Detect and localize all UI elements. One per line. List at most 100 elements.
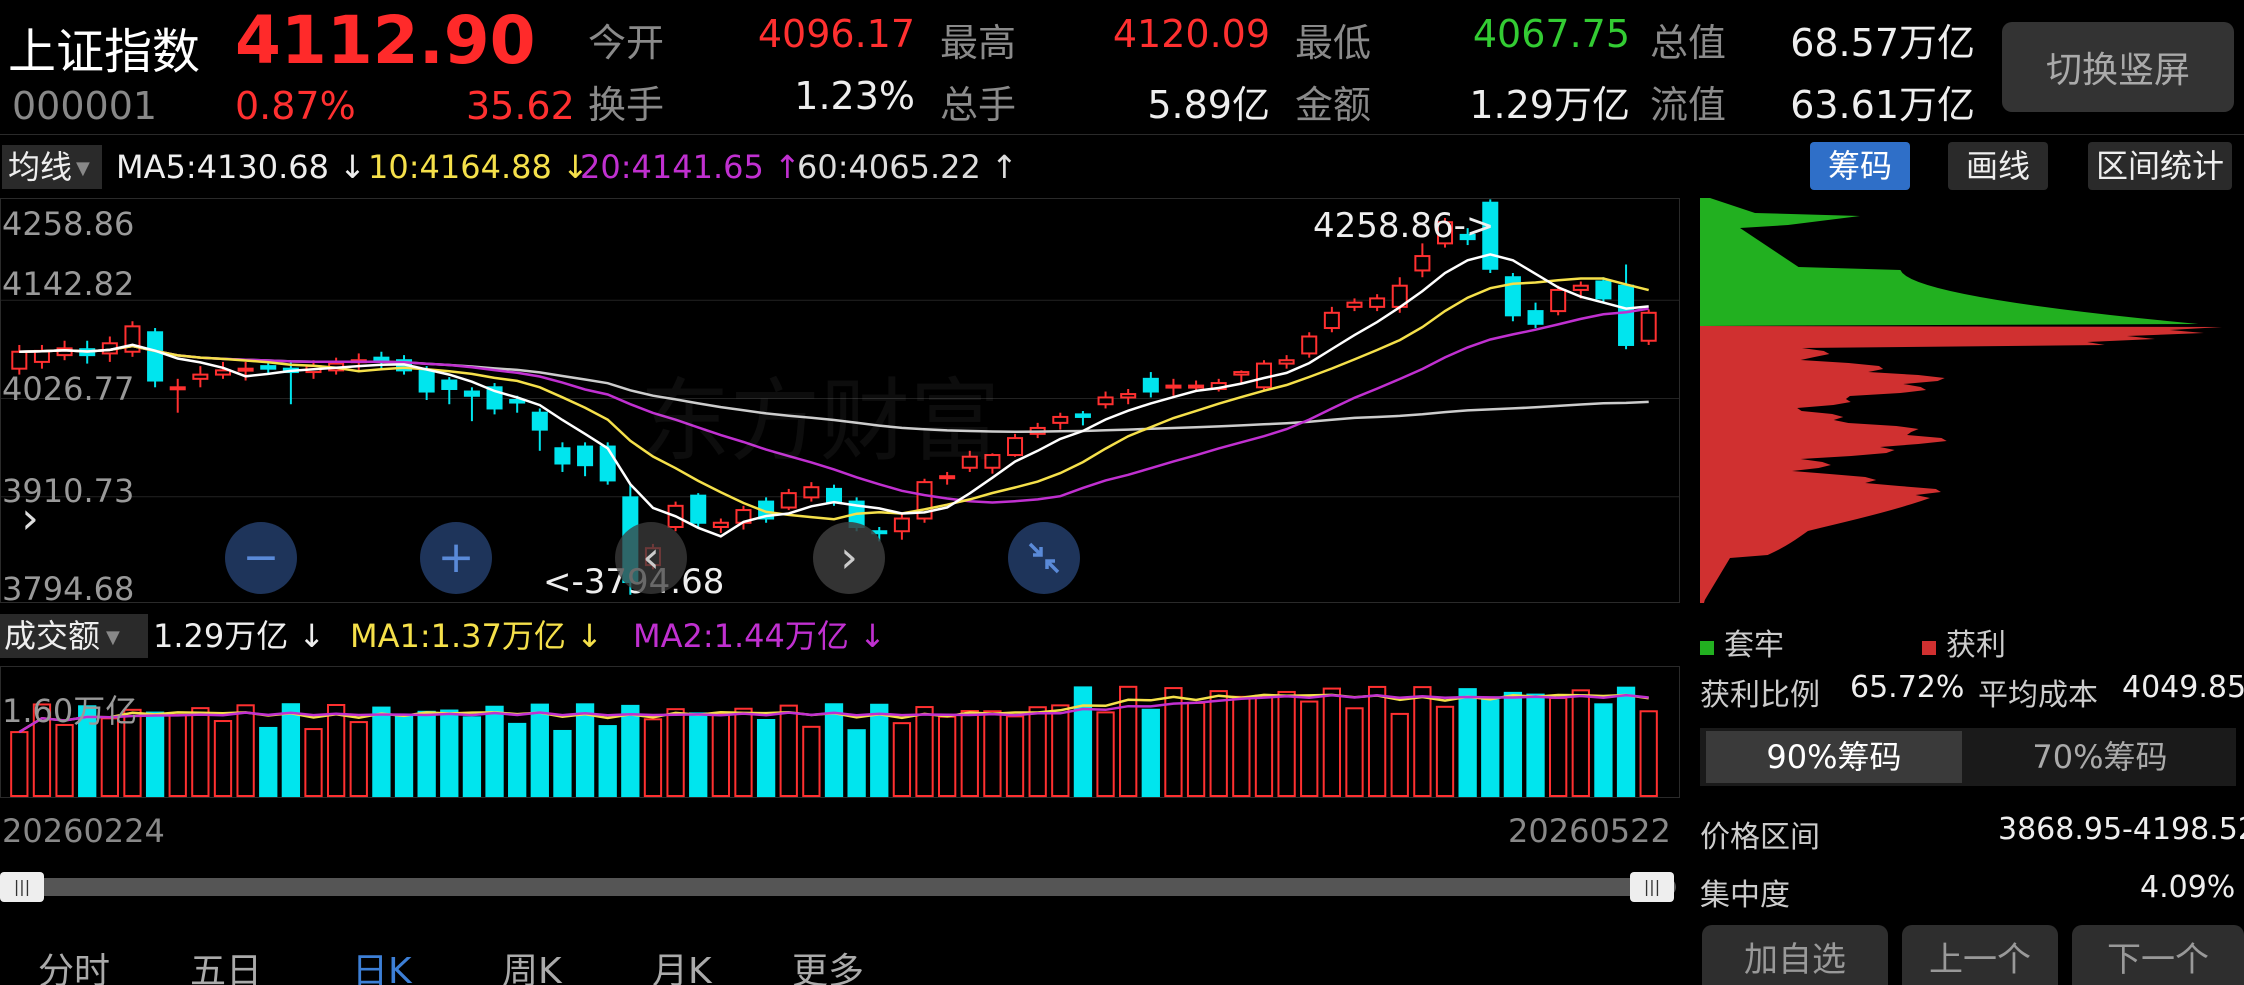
volume-bar — [213, 720, 233, 797]
candle-body — [192, 373, 209, 380]
scroll-left-button[interactable]: ‹ — [615, 522, 687, 594]
candle — [803, 482, 820, 502]
legend-trapped-label: 套牢 — [1724, 628, 1784, 663]
volume-selector[interactable]: 成交额 ▼ — [0, 614, 148, 658]
candle — [577, 442, 594, 477]
candle-body — [1007, 437, 1024, 457]
candle-body — [260, 365, 277, 370]
volume-bar — [394, 714, 414, 798]
period-tab[interactable]: 日K — [352, 951, 412, 985]
period-tab[interactable]: 周K — [502, 951, 562, 985]
stat-label: 总值 — [1650, 21, 1727, 65]
zoom-out-button[interactable]: − — [225, 522, 297, 594]
trapped-chips-area — [1700, 198, 2199, 326]
candle — [531, 408, 548, 451]
volume-value: 1.29万亿 ↓ — [153, 617, 326, 655]
period-tab[interactable]: 五日 — [190, 951, 263, 985]
candle-body — [1165, 384, 1182, 389]
volume-bar — [10, 731, 29, 797]
volume-bar — [621, 704, 640, 797]
candle-body — [599, 445, 616, 482]
volume-ma2-line — [18, 693, 1649, 734]
range-slider-track[interactable] — [0, 878, 1676, 896]
candle — [1527, 302, 1544, 329]
candle-body — [1414, 255, 1431, 272]
period-tab[interactable]: 月K — [652, 951, 712, 985]
price-axis-label: 4258.86 — [2, 205, 135, 243]
volume-bar — [78, 705, 97, 797]
candle — [1007, 433, 1024, 457]
tab-chip-70[interactable]: 70%筹码 — [2032, 738, 2168, 776]
volume-bar — [304, 728, 323, 798]
stat-label: 今开 — [588, 21, 665, 65]
price-axis-label: 3910.73 — [2, 472, 135, 510]
candle — [1640, 309, 1657, 345]
period-tab[interactable]: 更多 — [792, 951, 865, 985]
candle — [1595, 277, 1612, 303]
stat-label: 总手 — [940, 83, 1017, 127]
volume-bar — [1639, 710, 1658, 797]
legend-profit: 获利 — [1922, 620, 2006, 664]
range-slider-left-handle[interactable]: ||| — [0, 872, 44, 902]
volume-bar — [1503, 691, 1523, 797]
volume-bar — [1096, 711, 1115, 797]
volume-bar — [1232, 695, 1251, 797]
candle-body — [1436, 221, 1454, 245]
switch-portrait-button[interactable]: 切换竖屏 — [2002, 22, 2234, 112]
candle-body — [1188, 384, 1205, 389]
candle — [961, 450, 978, 472]
tab-chip-90[interactable]: 90%筹码 — [1706, 731, 1962, 783]
next-button[interactable]: 下一个 — [2072, 925, 2244, 985]
expand-sidebar-icon[interactable]: › — [21, 492, 39, 544]
concentration-value: 4.09% — [2140, 870, 2236, 905]
scroll-right-button[interactable]: › — [813, 522, 885, 594]
stat-value: 5.89亿 — [1147, 83, 1270, 127]
stat-label: 最低 — [1295, 21, 1372, 65]
candle — [1459, 228, 1476, 246]
candle — [939, 471, 956, 485]
ma20-value: 20:4141.65 ↑ — [580, 148, 801, 186]
compress-icon — [1028, 542, 1060, 574]
previous-button[interactable]: 上一个 — [1902, 925, 2058, 985]
volume-bar — [1028, 706, 1047, 797]
candle — [1278, 355, 1295, 369]
chips-button[interactable]: 筹码 — [1810, 142, 1910, 190]
zoom-in-button[interactable]: + — [420, 522, 492, 594]
candle — [1504, 273, 1521, 322]
candle — [192, 366, 209, 388]
candle — [1142, 372, 1159, 398]
volume-bar — [1435, 705, 1455, 798]
volume-chart[interactable] — [0, 666, 1680, 798]
chart-border — [0, 198, 1680, 603]
candle — [712, 518, 729, 533]
range-stats-button[interactable]: 区间统计 — [2088, 142, 2232, 190]
candle — [984, 453, 1001, 474]
candle-body — [463, 390, 480, 397]
candle — [690, 493, 707, 527]
stat-value: 4096.17 — [757, 12, 915, 56]
stat-label: 金额 — [1295, 83, 1372, 127]
change-percent: 0.87% — [235, 84, 356, 128]
volume-bar — [598, 725, 617, 797]
volume-bar — [440, 709, 459, 797]
volume-bar — [1119, 685, 1138, 797]
candle-body — [509, 398, 526, 404]
candle-body — [1097, 396, 1114, 406]
period-tab[interactable]: 分时 — [38, 951, 111, 985]
add-watchlist-button[interactable]: 加自选 — [1702, 925, 1888, 985]
draw-line-button[interactable]: 画线 — [1948, 142, 2048, 190]
stat-value: 4067.75 — [1472, 12, 1630, 56]
ma-selector[interactable]: 均线 ▼ — [2, 145, 102, 189]
range-slider-right-handle[interactable]: ||| — [1630, 872, 1674, 902]
candle-body — [1618, 284, 1635, 346]
candle-body — [1550, 288, 1567, 313]
reset-zoom-button[interactable] — [1008, 522, 1080, 594]
volume-bar — [938, 715, 957, 797]
candle — [1097, 391, 1114, 409]
volume-bar — [983, 710, 1002, 797]
volume-bar — [1458, 688, 1477, 797]
profit-swatch — [1922, 641, 1936, 655]
avg-cost-label: 平均成本 — [1978, 678, 2098, 713]
volume-bar — [643, 718, 663, 797]
ma60-value: 60:4065.22 ↑ — [797, 148, 1018, 186]
